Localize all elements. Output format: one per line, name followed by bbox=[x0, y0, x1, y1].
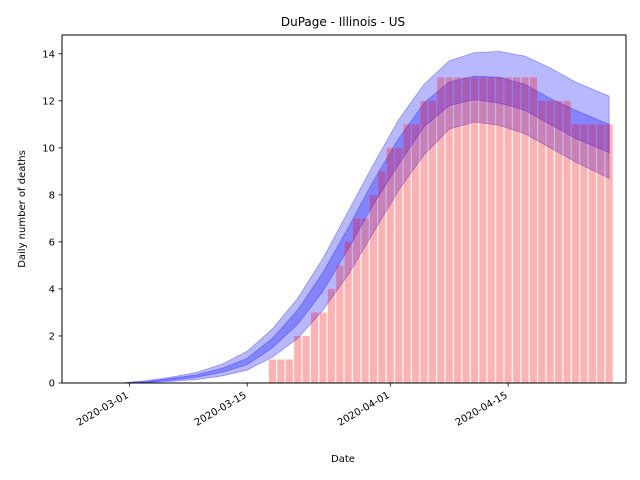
bar bbox=[479, 77, 487, 383]
bar bbox=[496, 77, 504, 383]
y-tick-label: 2 bbox=[49, 331, 55, 342]
confidence-bands bbox=[62, 51, 610, 384]
y-tick-label: 8 bbox=[49, 190, 55, 201]
bar bbox=[319, 312, 327, 383]
bar bbox=[361, 218, 369, 383]
bar bbox=[378, 171, 386, 383]
chart-title: DuPage - Illinois - US bbox=[281, 15, 405, 29]
y-tick-label: 0 bbox=[49, 379, 55, 390]
y-tick-label: 6 bbox=[49, 237, 55, 248]
bar bbox=[268, 359, 277, 383]
bar-series bbox=[268, 77, 613, 383]
bar bbox=[529, 77, 537, 383]
y-tick-label: 4 bbox=[49, 284, 55, 295]
bar bbox=[445, 77, 453, 383]
y-tick-label: 10 bbox=[42, 143, 55, 154]
bar bbox=[555, 100, 563, 383]
bar bbox=[327, 288, 335, 383]
bar bbox=[437, 77, 445, 383]
bar bbox=[580, 124, 588, 383]
bar bbox=[462, 77, 470, 383]
bar bbox=[563, 100, 571, 383]
bar bbox=[411, 124, 420, 383]
bar bbox=[588, 124, 596, 383]
bar bbox=[285, 359, 293, 383]
bar bbox=[395, 147, 403, 383]
inner-confidence-band bbox=[62, 75, 610, 384]
bar bbox=[336, 265, 344, 383]
bar bbox=[294, 335, 302, 383]
bar bbox=[344, 241, 352, 383]
bar bbox=[277, 359, 285, 383]
bar bbox=[538, 100, 546, 383]
bar bbox=[369, 194, 378, 383]
bar bbox=[487, 77, 495, 383]
plot-frame bbox=[61, 34, 627, 384]
bar bbox=[386, 147, 394, 383]
bar bbox=[428, 100, 436, 383]
bar bbox=[310, 312, 319, 383]
x-axis-label: Date bbox=[331, 454, 355, 465]
outer-confidence-band bbox=[62, 51, 610, 384]
bar bbox=[470, 77, 479, 383]
bar bbox=[403, 124, 411, 383]
bar bbox=[302, 335, 310, 383]
bar bbox=[521, 77, 529, 383]
y-axis: 0 2 4 6 8 10 12 14 bbox=[42, 49, 62, 390]
bar bbox=[597, 124, 605, 383]
bar bbox=[454, 77, 462, 383]
bar bbox=[571, 124, 580, 383]
y-axis-label: Daily number of deaths bbox=[17, 150, 28, 268]
bar bbox=[546, 100, 554, 383]
bar bbox=[512, 77, 521, 383]
y-tick-label: 12 bbox=[42, 96, 55, 107]
bar bbox=[420, 100, 428, 383]
bar bbox=[504, 77, 512, 383]
y-tick-label: 14 bbox=[42, 49, 55, 60]
bar bbox=[605, 124, 613, 383]
bar bbox=[353, 218, 361, 383]
